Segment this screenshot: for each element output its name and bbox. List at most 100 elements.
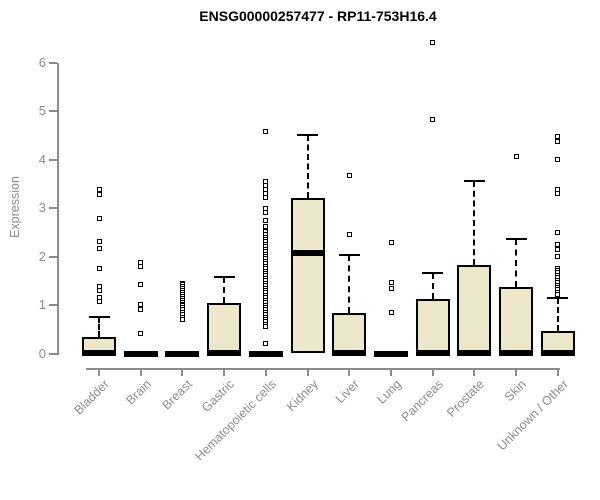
whisker-line — [223, 276, 226, 304]
y-axis-tick-label: 4 — [38, 151, 46, 167]
x-axis-tick — [348, 368, 351, 376]
outlier-point — [388, 240, 394, 246]
outlier-point — [388, 280, 394, 286]
y-axis-tick-label: 1 — [38, 297, 46, 312]
y-axis-tick — [49, 304, 57, 306]
outlier-point — [346, 231, 352, 237]
x-axis-line — [86, 368, 560, 370]
x-axis-tick — [306, 368, 309, 376]
x-axis-tick — [431, 368, 434, 376]
whisker-cap — [422, 272, 444, 275]
outlier-point — [96, 238, 102, 244]
chart-title: ENSG00000257477 - RP11-753H16.4 — [199, 8, 437, 24]
y-axis-tick-label: 2 — [38, 248, 46, 264]
outlier-point — [263, 217, 269, 223]
outlier-point — [179, 317, 185, 323]
boxplot-box — [207, 303, 242, 354]
outlier-point — [513, 153, 519, 159]
whisker-cap — [338, 254, 360, 257]
whisker-cap — [88, 316, 110, 319]
outlier-point — [138, 330, 144, 336]
y-axis-tick — [49, 352, 57, 355]
outlier-point — [96, 215, 102, 221]
whisker-line — [98, 317, 100, 338]
whisker-cap — [213, 275, 235, 278]
whisker-line — [556, 297, 559, 332]
outlier-point — [263, 129, 269, 135]
outlier-point — [555, 247, 561, 253]
x-axis-tick — [556, 368, 559, 376]
outlier-point — [96, 288, 102, 294]
outlier-point — [138, 263, 144, 269]
whisker-line — [306, 134, 309, 198]
outlier-point — [388, 310, 394, 316]
outlier-point — [263, 223, 269, 229]
outlier-point — [555, 230, 561, 236]
outlier-point — [96, 246, 102, 252]
outlier-point — [346, 173, 352, 179]
outlier-point — [388, 285, 394, 291]
x-axis-tick — [264, 368, 267, 376]
outlier-point — [555, 157, 561, 162]
outlier-point — [555, 242, 561, 248]
y-axis-tick-label: 5 — [38, 103, 46, 118]
outlier-point — [430, 40, 436, 46]
y-axis-tick-label: 0 — [38, 345, 46, 361]
y-axis-tick — [49, 207, 57, 209]
y-axis-tick — [49, 255, 57, 258]
boxplot-box — [499, 286, 534, 354]
median-line — [123, 350, 158, 357]
y-axis-tick-label: 3 — [38, 200, 46, 215]
whisker-cap — [463, 179, 485, 182]
median-line — [415, 349, 450, 356]
median-line — [82, 349, 116, 356]
median-line — [290, 250, 325, 257]
y-axis-tick — [49, 61, 57, 64]
y-axis-line — [57, 62, 59, 355]
x-axis-tick — [390, 368, 393, 376]
median-line — [540, 349, 575, 356]
outlier-point — [138, 307, 144, 313]
y-axis-tick — [49, 110, 57, 112]
whisker-cap — [505, 237, 527, 240]
x-axis-tick — [98, 368, 100, 376]
outlier-point — [263, 324, 269, 330]
whisker-cap — [297, 133, 319, 136]
x-axis-tick — [181, 368, 184, 376]
outlier-point — [263, 341, 269, 347]
outlier-point — [555, 291, 561, 297]
outlier-point — [96, 265, 102, 271]
x-axis-tick — [223, 368, 226, 376]
boxplot-box — [332, 313, 367, 354]
boxplot-box — [415, 299, 450, 354]
outlier-point — [430, 116, 436, 122]
boxplot-box — [290, 197, 325, 354]
outlier-point — [555, 253, 561, 259]
whisker-line — [431, 273, 434, 300]
y-axis-tick — [49, 158, 57, 161]
whisker-line — [515, 238, 518, 287]
whisker-line — [348, 255, 351, 314]
x-axis-tick — [473, 368, 476, 376]
outlier-point — [138, 301, 144, 307]
boxplot-box — [457, 265, 492, 354]
median-line — [207, 349, 242, 356]
outlier-point — [263, 194, 269, 200]
outlier-point — [96, 192, 102, 198]
median-line — [374, 350, 409, 357]
x-axis-tick — [515, 368, 518, 376]
outlier-point — [555, 190, 561, 196]
median-line — [165, 350, 200, 357]
outlier-point — [96, 187, 102, 193]
x-axis-tick — [139, 368, 142, 376]
median-line — [248, 350, 283, 357]
median-line — [332, 349, 367, 356]
outlier-point — [138, 282, 144, 288]
outlier-point — [263, 210, 269, 216]
outlier-point — [555, 138, 561, 144]
median-line — [499, 349, 534, 356]
whisker-cap — [547, 296, 569, 299]
whisker-line — [473, 180, 476, 266]
median-line — [457, 349, 492, 356]
outlier-point — [96, 299, 102, 305]
